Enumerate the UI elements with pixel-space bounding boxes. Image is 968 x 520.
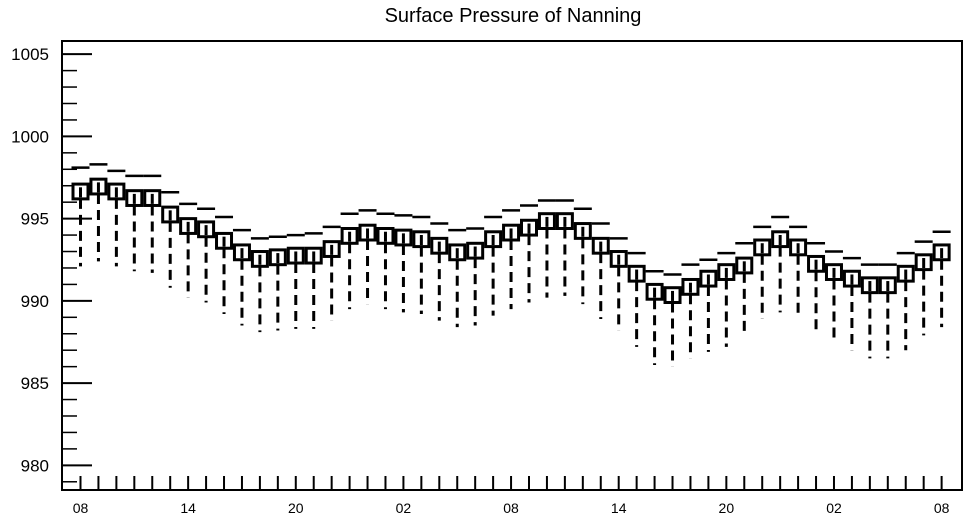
x-tick-label: 14 — [611, 500, 627, 516]
box-item — [896, 251, 915, 351]
y-tick-label: 1005 — [11, 45, 49, 64]
box-item — [735, 242, 754, 336]
box-item — [591, 222, 610, 319]
box-item — [358, 209, 377, 305]
box-item — [322, 225, 341, 321]
box-item — [466, 227, 485, 326]
box-item — [842, 256, 861, 351]
x-tick-label: 02 — [826, 500, 842, 516]
box-item — [555, 199, 574, 296]
x-tick-label: 08 — [503, 500, 519, 516]
box-item — [484, 215, 503, 316]
y-tick-label: 990 — [21, 292, 49, 311]
box-item — [699, 258, 718, 352]
box-item — [824, 250, 843, 342]
box-item — [807, 242, 826, 333]
x-tick-label: 20 — [288, 500, 304, 516]
x-tick-label: 08 — [934, 500, 950, 516]
box-item — [179, 202, 198, 298]
box-item — [502, 209, 521, 310]
box-item — [681, 263, 700, 359]
box-item — [125, 174, 144, 272]
box-item — [771, 215, 790, 313]
box-item — [878, 263, 897, 359]
y-tick-label: 980 — [21, 456, 49, 475]
box-item — [717, 251, 736, 347]
box-item — [304, 232, 323, 329]
box-item — [215, 215, 234, 315]
box-item — [537, 199, 556, 298]
box-item — [71, 166, 90, 267]
box-item — [412, 215, 431, 315]
x-tick-label: 02 — [396, 500, 412, 516]
box-item — [286, 233, 305, 329]
box-item — [430, 222, 449, 321]
box-item — [627, 251, 646, 347]
x-tick-label: 08 — [73, 500, 89, 516]
y-axis: 980 985 990 995 1000 1005 — [11, 45, 92, 483]
box-item — [860, 263, 879, 359]
box-item — [914, 240, 933, 336]
x-tick-label: 20 — [719, 500, 735, 516]
box-item — [232, 228, 251, 326]
box-item — [250, 237, 269, 333]
box-item — [448, 228, 467, 328]
y-tick-label: 1000 — [11, 127, 49, 146]
box-item — [609, 237, 628, 331]
x-axis: 08 14 20 02 08 14 20 02 08 — [73, 476, 950, 516]
box-item — [197, 207, 216, 303]
box-item — [340, 212, 359, 310]
box-item — [663, 273, 682, 367]
box-item — [394, 214, 413, 313]
box-item — [376, 212, 395, 310]
box-item — [107, 169, 126, 267]
box-item — [520, 204, 538, 303]
y-tick-label: 995 — [21, 210, 49, 229]
box-item — [573, 207, 592, 305]
y-tick-label: 985 — [21, 374, 49, 393]
box-item — [268, 235, 287, 331]
box-item — [89, 163, 108, 262]
x-tick-label: 14 — [180, 500, 196, 516]
box-item — [645, 270, 664, 366]
box-item — [753, 225, 772, 319]
box-item — [789, 225, 808, 318]
chart-title: Surface Pressure of Nanning — [384, 5, 642, 27]
box-item — [932, 230, 951, 328]
box-series — [71, 163, 951, 367]
box-item — [161, 191, 180, 288]
box-item — [143, 174, 162, 273]
